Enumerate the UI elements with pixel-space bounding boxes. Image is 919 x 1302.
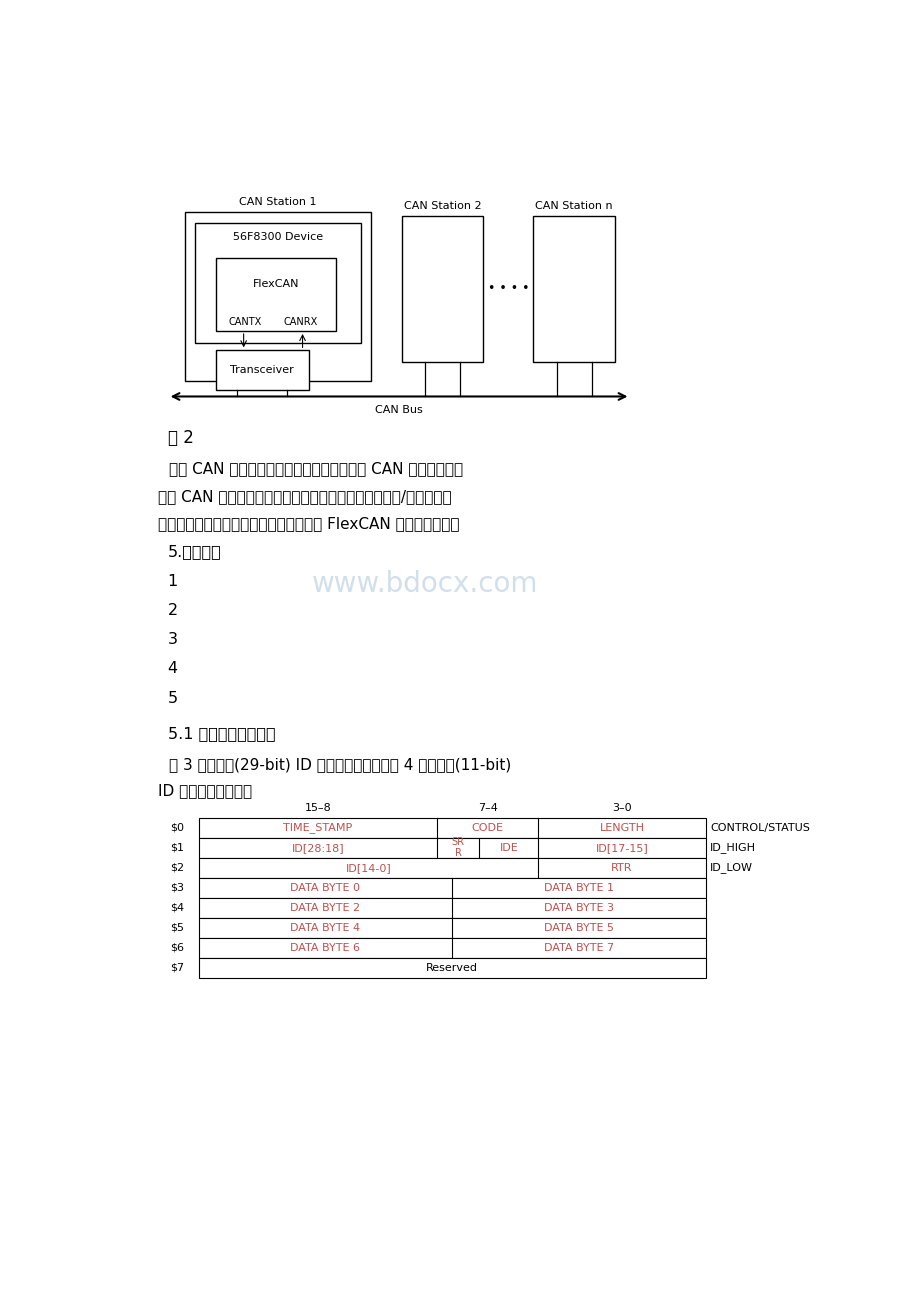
Text: 1: 1 [167,574,177,589]
Bar [199,898,705,918]
Text: ID_LOW: ID_LOW [709,862,753,874]
Text: DATA BYTE 2: DATA BYTE 2 [290,902,360,913]
Text: ，还提供保护以预防不良的总线或站点对 FlexCAN 模块造成损坏。: ，还提供保护以预防不良的总线或站点对 FlexCAN 模块造成损坏。 [157,517,459,531]
Bar [199,818,705,837]
Text: $0: $0 [170,823,184,833]
Bar [199,958,705,978]
Text: DATA BYTE 4: DATA BYTE 4 [290,923,360,932]
Text: $6: $6 [170,943,184,953]
Text: ID[28:18]: ID[28:18] [291,842,344,853]
Text: FlexCAN: FlexCAN [253,279,299,289]
Bar [402,216,482,362]
Text: $3: $3 [170,883,184,893]
Text: CANRX: CANRX [284,316,318,327]
Text: 56F8300 Device: 56F8300 Device [233,232,323,242]
Text: 3–0: 3–0 [611,803,631,814]
Text: CAN Station 2: CAN Station 2 [403,202,481,211]
Text: 5: 5 [167,690,177,706]
Text: 图 3 说明扩展(29-bit) ID 信息缓存器结构；图 4 说明标准(11-bit): 图 3 说明扩展(29-bit) ID 信息缓存器结构；图 4 说明标准(11-… [169,756,511,772]
Text: 7–4: 7–4 [477,803,497,814]
Text: RTR: RTR [610,863,632,872]
Bar [216,258,335,331]
Text: $4: $4 [170,902,184,913]
Text: DATA BYTE 0: DATA BYTE 0 [290,883,360,893]
Bar [216,350,309,391]
Text: DATA BYTE 7: DATA BYTE 7 [543,943,613,953]
Text: ID 信息缓存器结构。: ID 信息缓存器结构。 [157,783,252,798]
Bar [185,212,370,381]
Bar [199,937,705,958]
Text: TIME_STAMP: TIME_STAMP [283,823,352,833]
Text: Transceiver: Transceiver [230,366,294,375]
Text: ID_HIGH: ID_HIGH [709,842,755,853]
Text: DATA BYTE 3: DATA BYTE 3 [543,902,613,913]
Text: 5.1 信息缓存器结构。: 5.1 信息缓存器结构。 [167,727,275,741]
Bar [199,918,705,937]
Text: 4: 4 [167,661,177,676]
Text: 图 2: 图 2 [167,428,193,447]
Text: CONTROL/STATUS: CONTROL/STATUS [709,823,810,833]
Bar [195,223,361,342]
Text: 15–8: 15–8 [304,803,331,814]
Text: CAN Bus: CAN Bus [375,405,423,415]
Text: ID[14-0]: ID[14-0] [346,863,391,872]
Text: CODE: CODE [471,823,503,833]
Bar [199,878,705,898]
Text: 2: 2 [167,603,177,618]
Text: www.bdocx.com: www.bdocx.com [312,570,538,598]
Text: • • • •: • • • • [487,283,528,296]
Text: SR
R: SR R [451,837,464,858]
Text: DATA BYTE 6: DATA BYTE 6 [290,943,360,953]
Text: $7: $7 [170,962,184,973]
Text: DATA BYTE 5: DATA BYTE 5 [543,923,613,932]
Text: DATA BYTE 1: DATA BYTE 1 [543,883,613,893]
Bar [533,216,614,362]
Bar [199,837,705,858]
Text: 5.信息缓存: 5.信息缓存 [167,544,221,560]
Text: CAN Station n: CAN Station n [535,202,612,211]
Text: $1: $1 [170,842,184,853]
Text: $5: $5 [170,923,184,932]
Text: $2: $2 [170,863,184,872]
Text: 3: 3 [167,631,177,647]
Text: 提供 CAN 总线上通讯所需的传输驱动、波形，以及接受/比较等功能: 提供 CAN 总线上通讯所需的传输驱动、波形，以及接受/比较等功能 [157,488,450,504]
Text: ID[17-15]: ID[17-15] [595,842,648,853]
Text: CAN Station 1: CAN Station 1 [239,198,316,207]
Bar [199,858,705,878]
Text: LENGTH: LENGTH [599,823,643,833]
Text: CANTX: CANTX [228,316,262,327]
Text: Reserved: Reserved [425,962,478,973]
Text: IDE: IDE [499,842,517,853]
Text: 每个 CAN 站点物理上通过一个收发器连接到 CAN 总线，收发器: 每个 CAN 站点物理上通过一个收发器连接到 CAN 总线，收发器 [169,461,463,477]
